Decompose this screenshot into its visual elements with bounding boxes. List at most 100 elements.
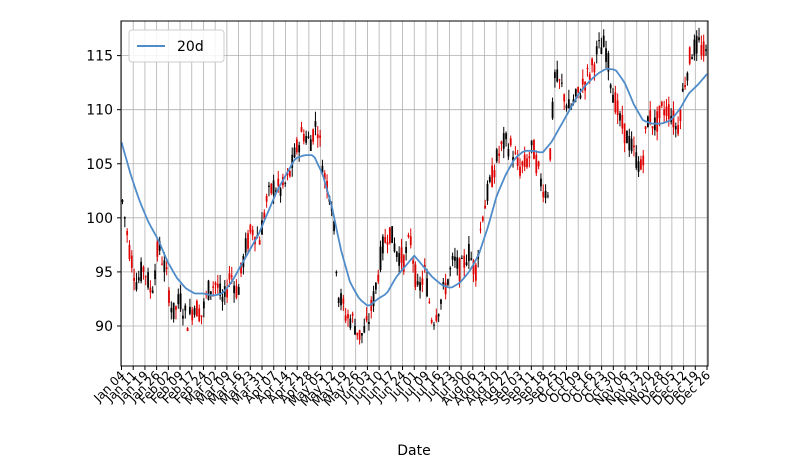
candle-body (619, 113, 621, 121)
candle-body (526, 158, 528, 168)
candle-body (316, 134, 319, 139)
candle-body (660, 102, 663, 106)
candle-body (247, 233, 249, 249)
candle-body (344, 315, 347, 321)
y-tick-label: 105 (86, 157, 113, 173)
candle-body (565, 105, 568, 109)
candle-body (416, 281, 419, 285)
candle-body (177, 294, 180, 305)
candle-body (135, 281, 138, 290)
candle-body (351, 313, 354, 316)
candle-body (298, 145, 301, 153)
y-tick-label: 100 (86, 211, 113, 227)
candle-body (198, 308, 201, 322)
candle-body (509, 138, 512, 146)
candle-body (428, 301, 431, 303)
candle-body (581, 78, 584, 85)
candle-body (337, 297, 340, 304)
candle-body (691, 57, 693, 59)
candle-body (409, 236, 412, 246)
candle-body (430, 320, 433, 323)
candle-body (614, 92, 617, 113)
candle-body (123, 217, 126, 219)
candle-body (358, 330, 361, 340)
candlesticks (121, 27, 707, 345)
candle-body (626, 131, 628, 144)
candle-body (472, 260, 475, 275)
candle-body (442, 282, 445, 285)
candle-body (628, 135, 631, 151)
candle-body (128, 244, 131, 259)
candle-body (637, 161, 640, 172)
candle-body (251, 229, 254, 236)
candle-body (172, 302, 175, 320)
candle-body (121, 200, 124, 202)
candle-body (374, 282, 377, 290)
candle-body (463, 255, 466, 268)
candle-body (163, 260, 166, 273)
y-tick-label: 115 (86, 49, 113, 65)
candle-body (302, 134, 305, 142)
candle-body (168, 290, 170, 303)
candle-body (349, 318, 352, 328)
candle-body (263, 212, 266, 219)
candle-body (698, 37, 700, 41)
candle-body (286, 173, 289, 176)
candle-body (705, 49, 707, 51)
candle-body (191, 309, 194, 321)
candle-body (423, 264, 426, 268)
candle-body (126, 230, 129, 236)
candle-body (667, 104, 670, 119)
candle-body (361, 333, 363, 336)
candle-body (658, 105, 661, 118)
candle-body (600, 47, 603, 55)
candle-body (272, 180, 275, 195)
candle-body (372, 291, 375, 307)
candle-body (686, 72, 689, 81)
candle-body (523, 154, 526, 167)
candle-body (579, 95, 582, 99)
candle-body (175, 306, 177, 310)
candle-body (700, 45, 703, 56)
candle-body (560, 82, 563, 84)
candle-body (388, 227, 391, 243)
candle-body (549, 148, 552, 160)
candle-body (368, 321, 370, 324)
candle-body (593, 64, 596, 73)
candle-body (681, 88, 684, 92)
candle-body (484, 205, 487, 209)
candle-body (207, 280, 210, 300)
candle-body (277, 178, 280, 186)
candle-body (542, 191, 545, 198)
candle-body (456, 257, 459, 269)
candle-body (398, 253, 401, 266)
candle-body (426, 278, 428, 297)
candle-body (321, 165, 324, 173)
candle-body (147, 272, 149, 288)
candle-body (693, 39, 696, 56)
candle-body (200, 315, 203, 317)
candle-body (598, 40, 600, 42)
candle-body (233, 285, 235, 294)
candle-body (379, 246, 382, 270)
candle-body (458, 258, 461, 282)
candle-body (156, 241, 159, 257)
candle-body (607, 53, 610, 72)
candle-body (591, 58, 593, 66)
candle-body (189, 306, 191, 314)
candle-body (226, 288, 229, 298)
candle-body (230, 275, 233, 277)
candle-body (395, 251, 398, 258)
candle-body (498, 153, 501, 156)
candle-body (270, 183, 273, 194)
candle-body (184, 305, 187, 311)
candle-body (665, 106, 668, 116)
candle-body (240, 262, 242, 274)
candle-body (491, 165, 494, 187)
candle-body (623, 123, 626, 144)
candle-body (305, 136, 308, 143)
candle-body (495, 149, 498, 162)
candle-body (433, 324, 435, 326)
candle-body (363, 325, 366, 333)
